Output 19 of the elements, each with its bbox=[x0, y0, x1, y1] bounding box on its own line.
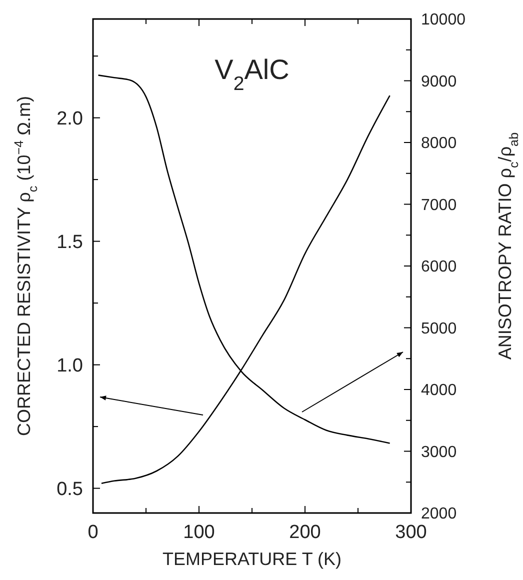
x-tick-label: 300 bbox=[395, 522, 427, 543]
y2-tick-label: 5000 bbox=[421, 320, 457, 338]
y2-tick-label: 8000 bbox=[421, 135, 457, 152]
y-tick-label: 2.0 bbox=[56, 108, 83, 130]
x-axis-title: TEMPERATURE T (K) bbox=[162, 549, 342, 569]
y-tick-label: 1.0 bbox=[56, 355, 83, 376]
y-tick-label: 1.5 bbox=[56, 232, 83, 253]
y2-tick-label: 10000 bbox=[421, 12, 466, 29]
y2-tick-label: 9000 bbox=[421, 73, 457, 90]
y2-tick-label: 3000 bbox=[421, 444, 457, 461]
y2-tick-label: 2000 bbox=[421, 506, 457, 523]
text: V$_{2}$AlC bbox=[214, 54, 290, 95]
y2-tick-label: 6000 bbox=[421, 258, 457, 276]
y2-tick-label: 7000 bbox=[421, 196, 457, 214]
y2-tick-label: 4000 bbox=[421, 382, 457, 400]
y-tick-label: 0.5 bbox=[56, 478, 83, 500]
x-tick-label: 200 bbox=[289, 522, 321, 543]
x-tick-label: 0 bbox=[88, 522, 98, 543]
x-tick-label: 100 bbox=[183, 522, 215, 543]
